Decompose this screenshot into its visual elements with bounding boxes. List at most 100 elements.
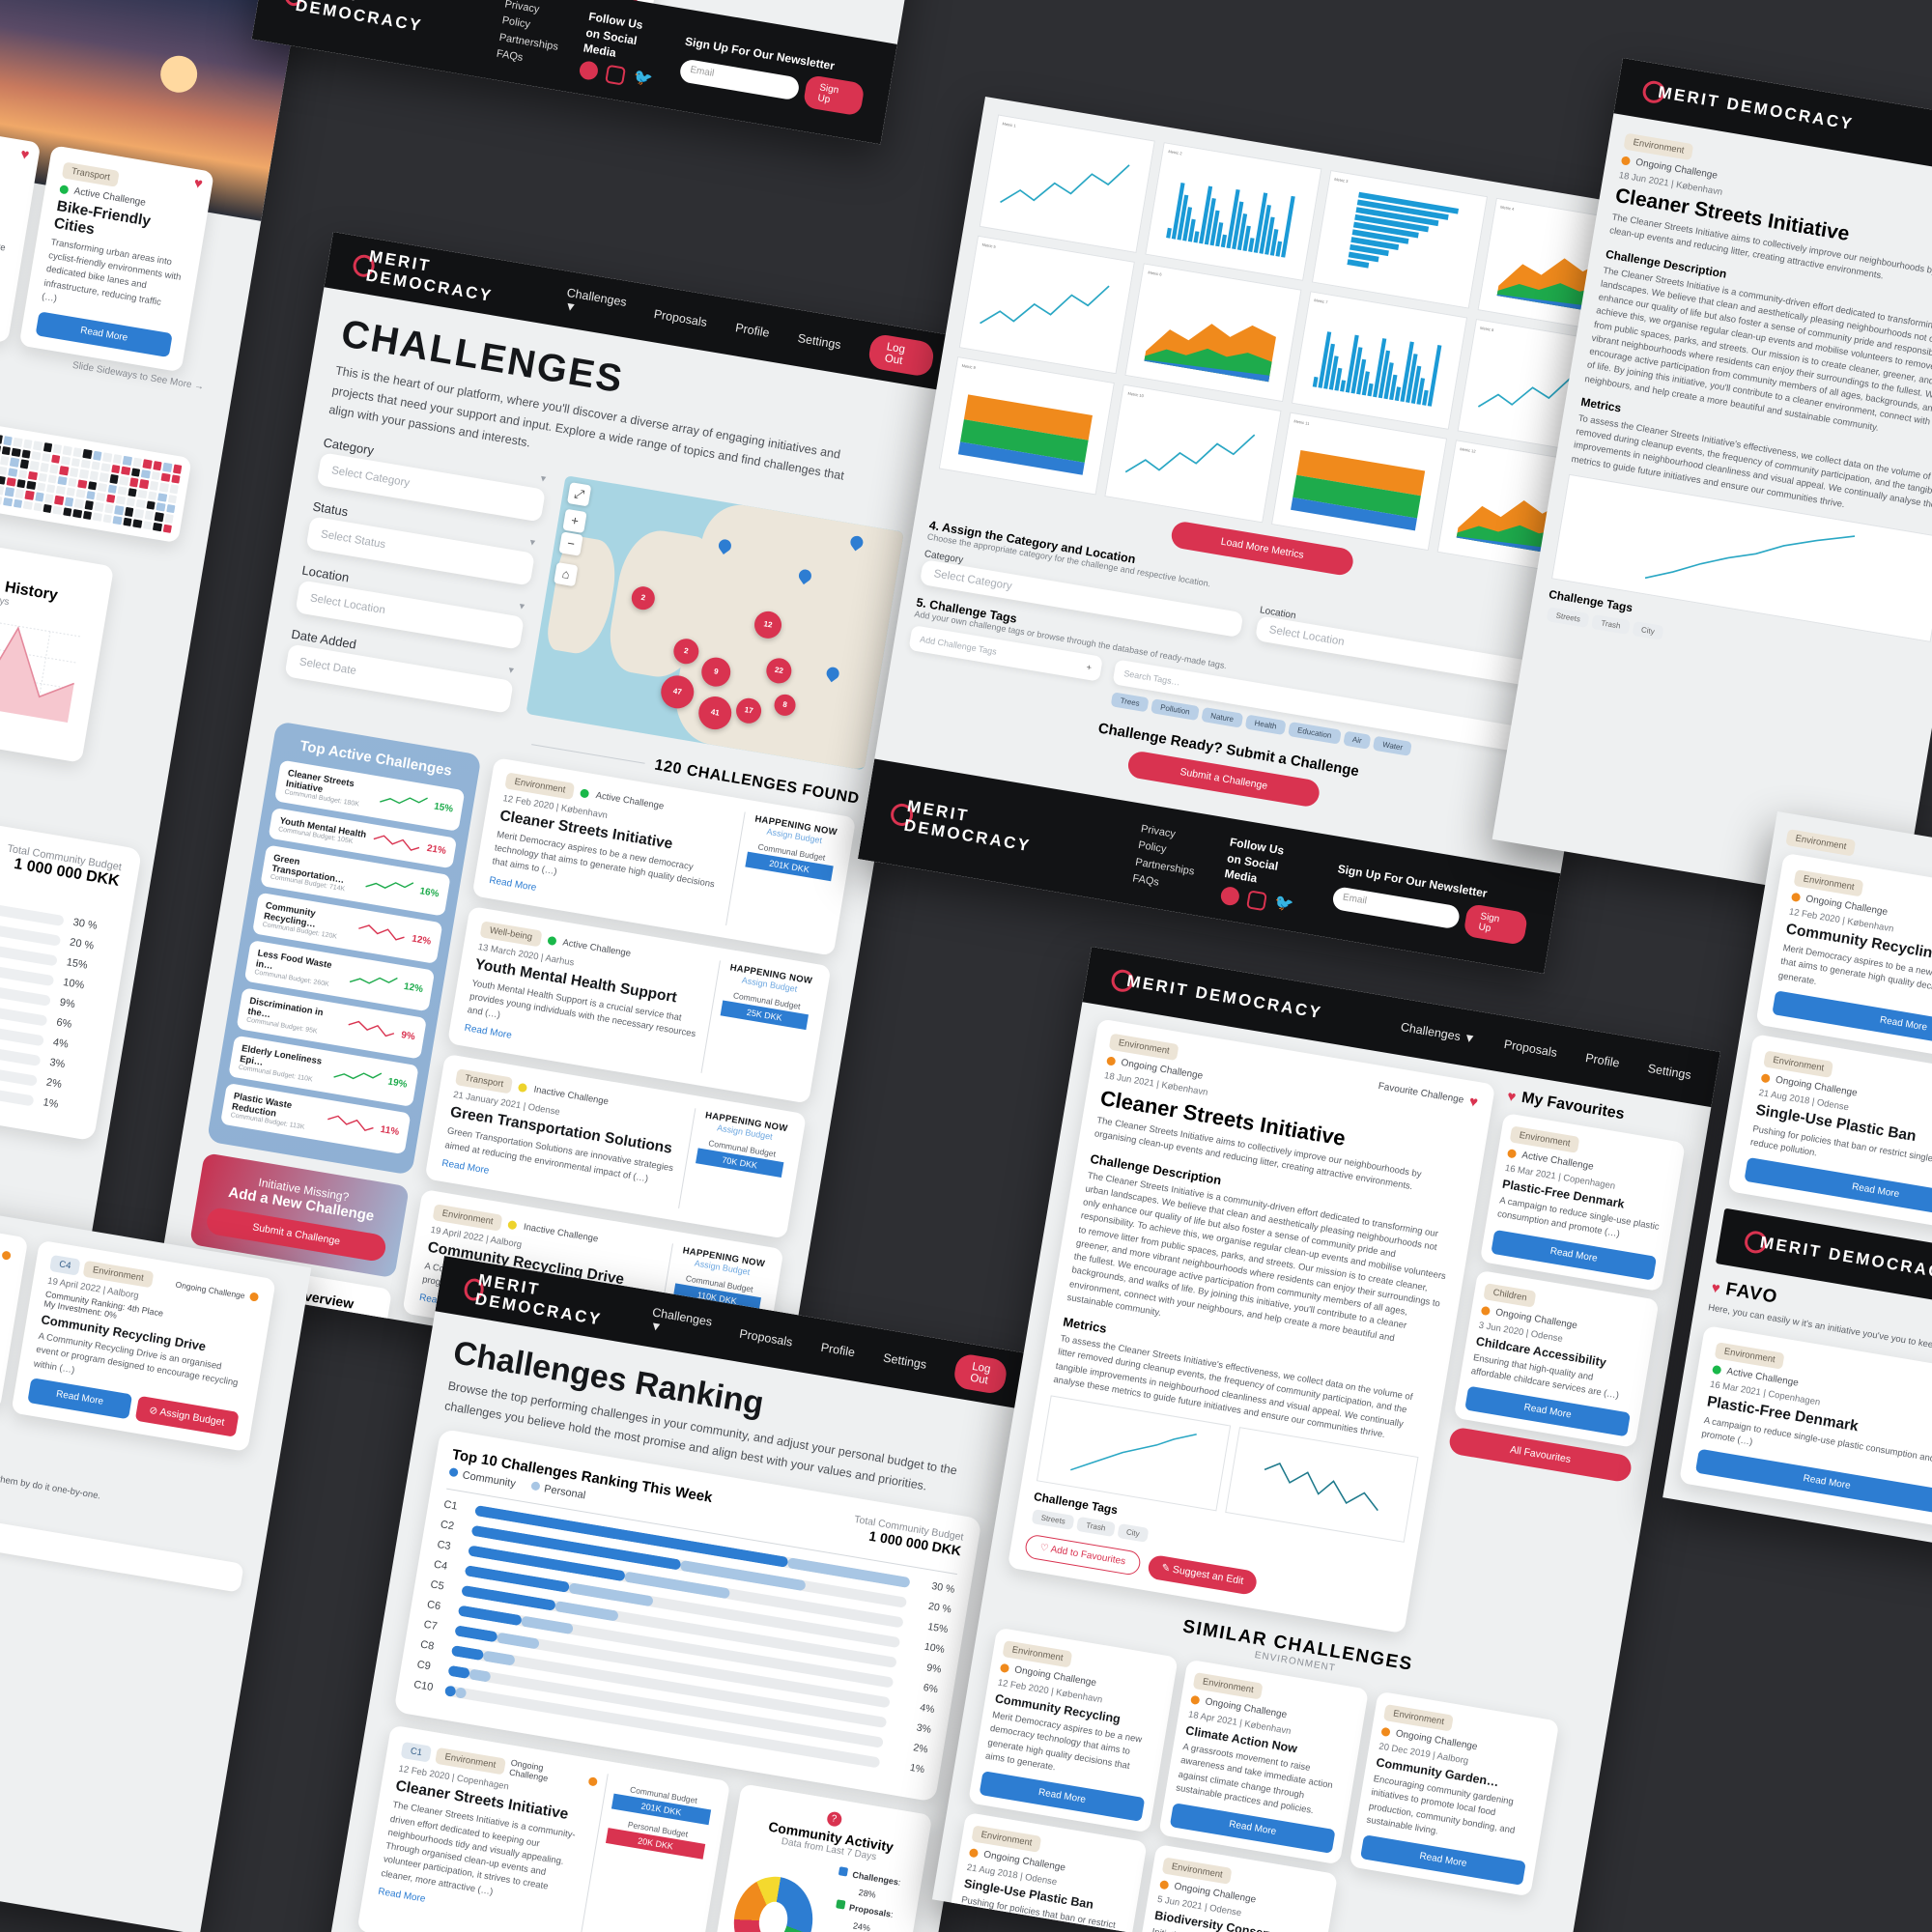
heart-icon[interactable]: ♥	[1467, 1093, 1480, 1112]
heatmap-cell	[89, 470, 99, 481]
heart-icon[interactable]: ♥	[192, 174, 205, 193]
instagram-icon[interactable]	[605, 64, 627, 86]
tag-chip[interactable]: Education	[1288, 721, 1342, 745]
tag-chip[interactable]: City	[1632, 620, 1664, 640]
list-item[interactable]: Community Recycling… Communal Budget: 120…	[252, 892, 443, 964]
heatmap-cell	[10, 457, 19, 468]
home-icon[interactable]: ⌂	[554, 561, 579, 587]
read-more-button[interactable]: Read More	[952, 1928, 1120, 1932]
tag-chip[interactable]: Trash	[1591, 613, 1631, 635]
zoom-out-icon[interactable]: −	[558, 531, 583, 556]
nav-settings[interactable]: Settings	[882, 1350, 928, 1372]
twitter-icon[interactable]: 🐦	[632, 69, 654, 89]
list-item[interactable]: Children Ongoing Challenge 3 Jun 2020 | Od…	[1453, 1269, 1660, 1448]
signup-button[interactable]: Sign Up	[1463, 903, 1529, 947]
fullscreen-icon[interactable]: ⤢	[566, 481, 592, 507]
list-item[interactable]: Discrimination in the… Communal Budget: 9…	[236, 987, 427, 1060]
tag-chip[interactable]: Streets	[1031, 1509, 1075, 1531]
nav-profile[interactable]: Profile	[1584, 1051, 1621, 1070]
list-item[interactable]: Cleaner Streets Initiative Communal Budge…	[273, 759, 466, 832]
budget-percent: 6%	[55, 1016, 73, 1032]
status-label: Active Challenge	[594, 789, 666, 812]
brand-logo[interactable]: MERIT DEMOCRACY	[282, 0, 479, 44]
list-item[interactable]: Environment Ongoing Challenge 20 Dec 2019 …	[1349, 1690, 1560, 1897]
plus-icon[interactable]: +	[1085, 662, 1093, 673]
logout-button[interactable]: Log Out	[867, 332, 936, 378]
metric-chart[interactable]: Metric 1	[979, 114, 1156, 254]
metric-chart[interactable]: Metric 11	[1270, 412, 1447, 552]
footer-links[interactable]: Privacy Policy Partnerships FAQs	[1131, 822, 1196, 890]
tag-chip[interactable]: Pollution	[1151, 698, 1200, 722]
heatmap-cell	[63, 445, 72, 456]
zoom-in-icon[interactable]: +	[562, 508, 587, 533]
list-item[interactable]: Plastic Waste Reduction Communal Budget: …	[220, 1082, 412, 1155]
list-item[interactable]: Elderly Loneliness Epi… Communal Budget: …	[228, 1035, 419, 1107]
list-item[interactable]: C4 Environment Ongoing Challenge 19 Apri…	[11, 1239, 276, 1452]
nav-settings[interactable]: Settings	[1646, 1061, 1692, 1083]
heatmap-cell	[77, 479, 88, 489]
nav-profile[interactable]: Profile	[734, 321, 771, 340]
legend-label: Proposals	[848, 1902, 892, 1919]
nav-settings[interactable]: Settings	[796, 330, 842, 353]
tag-chip[interactable]: Air	[1342, 730, 1372, 750]
list-item[interactable]: Environment Ongoing Challenge 21 Aug 201…	[1727, 1033, 1932, 1239]
metric-chart[interactable]: Metric 3	[1311, 169, 1488, 309]
nav-profile[interactable]: Profile	[819, 1340, 857, 1360]
help-icon[interactable]: ?	[825, 1810, 842, 1828]
instagram-icon[interactable]	[1246, 890, 1267, 912]
metric-chart[interactable]: Metric 5	[958, 235, 1136, 375]
tag-chip[interactable]: Water	[1373, 735, 1413, 756]
heatmap-cell	[82, 449, 93, 459]
heatmap-cell	[54, 496, 65, 505]
heatmap-cell	[86, 491, 96, 500]
tag-chip[interactable]: Health	[1244, 714, 1287, 736]
tag-chip[interactable]: Trash	[1076, 1516, 1116, 1538]
status-dot	[518, 1083, 528, 1094]
heatmap-cell	[68, 477, 77, 488]
rank-percent: 30 %	[930, 1580, 956, 1597]
facebook-icon[interactable]	[1219, 885, 1241, 907]
nav-proposals[interactable]: Proposals	[738, 1326, 794, 1350]
brand-logo[interactable]: MERIT DEMOCRACY	[888, 794, 1115, 869]
list-item[interactable]: Environment Ongoing Challenge 12 Feb 2020 …	[968, 1627, 1179, 1833]
challenge-detail-card: Environment Favourite Challenge ♥ Ongoin…	[1007, 1018, 1496, 1634]
list-item[interactable]: Environment Active Challenge 16 Mar 2021…	[1678, 1324, 1932, 1531]
nav-challenges[interactable]: Challenges ▼	[1399, 1020, 1477, 1046]
list-item[interactable]: Green Transportation… Communal Budget: 71…	[260, 844, 451, 917]
list-item[interactable]: Environment Ongoing Challenge 18 Apr 2021 …	[1158, 1659, 1370, 1865]
list-item[interactable]: ♥ Transport Active Challenge Bike-Friend…	[18, 145, 214, 373]
list-item[interactable]: Environment Active Challenge 16 Mar 2021 |…	[1479, 1112, 1686, 1292]
signup-button[interactable]: Sign Up	[802, 74, 866, 117]
tag-chip[interactable]: Nature	[1201, 706, 1244, 728]
nav-challenges[interactable]: Challenges ▼	[563, 285, 628, 315]
metric-chart[interactable]: Metric 7	[1291, 291, 1467, 430]
metric-chart[interactable]: Metric 2	[1145, 142, 1321, 281]
item-percent: 9%	[400, 1029, 416, 1043]
nav-challenges[interactable]: Challenges ▼	[648, 1305, 714, 1335]
list-item[interactable]: Youth Mental Health Communal Budget: 105K…	[268, 807, 458, 869]
status-label: Active Challenge	[561, 937, 632, 959]
twitter-icon[interactable]: 🐦	[1273, 894, 1295, 915]
footer-links[interactable]: Privacy Policy Partnerships FAQs	[496, 0, 559, 65]
list-item[interactable]: Less Food Waste in… Communal Budget: 260K…	[243, 939, 436, 1012]
tag-chip[interactable]: Streets	[1546, 606, 1590, 628]
metric-chart[interactable]: Metric 10	[1104, 384, 1282, 524]
nav-proposals[interactable]: Proposals	[652, 307, 708, 330]
personal-bar	[496, 1632, 540, 1650]
heatmap-cell	[72, 447, 83, 458]
heatmap-cell	[38, 472, 48, 482]
heart-icon[interactable]: ♥	[19, 145, 31, 164]
challenges-map[interactable]: ⤢ + − ⌂ 2 2 9 12 22 47 41 17 8	[526, 475, 904, 771]
nav-proposals[interactable]: Proposals	[1502, 1037, 1558, 1060]
list-item[interactable]: Environment Ongoing Challenge 21 Aug 2018 …	[939, 1811, 1148, 1932]
heatmap-cell	[22, 439, 33, 449]
metric-chart[interactable]: Metric 9	[938, 355, 1116, 496]
facebook-icon[interactable]	[578, 60, 600, 81]
tag-chip[interactable]: City	[1116, 1522, 1150, 1543]
logout-button[interactable]: Log Out	[952, 1352, 1009, 1396]
status-label: Ongoing Challenge	[175, 1279, 246, 1300]
brand-logo[interactable]: MERIT DEMOCRACY	[1743, 1229, 1932, 1289]
tag-chip[interactable]: Trees	[1110, 692, 1150, 713]
row-label: C10	[412, 1679, 435, 1694]
metric-chart[interactable]: Metric 6	[1124, 263, 1302, 403]
